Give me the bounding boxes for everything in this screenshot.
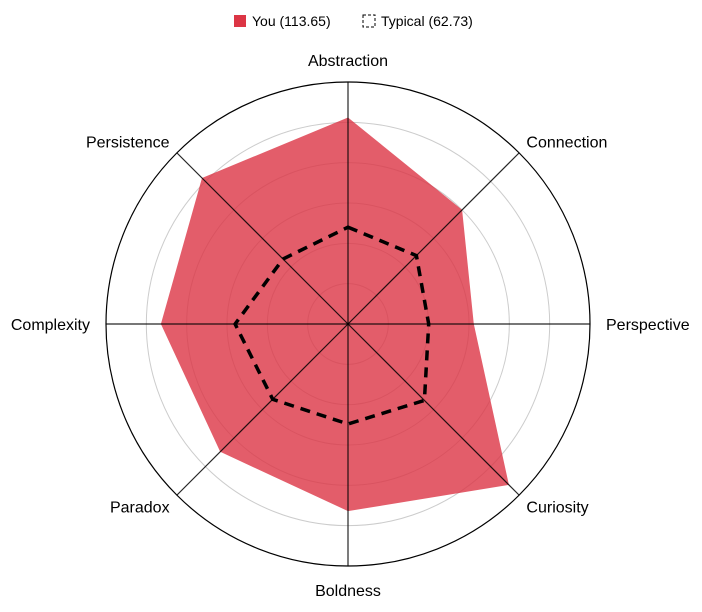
legend-label-you: You (113.65) <box>252 13 331 29</box>
series-you-area[interactable] <box>160 117 509 512</box>
axis-spoke-paradox <box>176 323 349 496</box>
legend-item-typical[interactable]: Typical (62.73) <box>362 13 473 29</box>
series-typical-line[interactable] <box>233 225 431 426</box>
axis-labels: Abstraction Connection Perspective Curiosit… <box>11 53 690 600</box>
axis-label-abstraction: Abstraction <box>308 53 388 70</box>
legend-swatch-you <box>234 15 246 27</box>
axis-label-complexity: Complexity <box>11 317 90 334</box>
radar-series <box>160 117 509 512</box>
axis-label-persistence: Persistence <box>86 135 170 152</box>
axis-label-paradox: Paradox <box>110 499 170 516</box>
axis-label-perspective: Perspective <box>606 317 690 334</box>
legend-swatch-typical <box>362 14 376 28</box>
radar-spokes <box>106 82 590 566</box>
legend: You (113.65) Typical (62.73) <box>234 13 473 29</box>
legend-label-typical: Typical (62.73) <box>381 13 473 29</box>
axis-spoke-curiosity <box>347 323 520 496</box>
axis-label-boldness: Boldness <box>315 583 381 600</box>
axis-label-connection: Connection <box>526 135 607 152</box>
legend-item-you[interactable]: You (113.65) <box>234 13 331 29</box>
axis-label-curiosity: Curiosity <box>526 499 588 516</box>
axis-spoke-connection <box>347 152 520 325</box>
axis-spoke-persistence <box>176 152 349 325</box>
